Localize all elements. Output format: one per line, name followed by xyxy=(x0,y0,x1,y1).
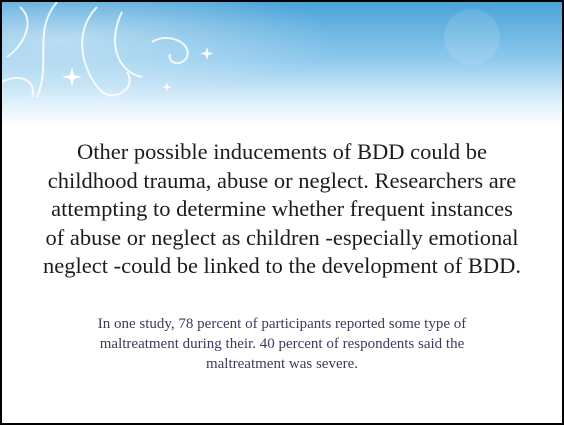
text-line: attempting to determine whether frequent… xyxy=(2,195,562,224)
slide: Other possible inducements of BDD could … xyxy=(2,2,562,423)
text-line: maltreatment during their. 40 percent of… xyxy=(2,334,562,354)
text-line: Other possible inducements of BDD could … xyxy=(2,138,562,167)
note-text: In one study, 78 percent of participants… xyxy=(2,314,562,374)
main-text: Other possible inducements of BDD could … xyxy=(2,138,562,281)
header-decoration xyxy=(2,2,562,127)
text-line: maltreatment was severe. xyxy=(2,354,562,374)
text-line: of abuse or neglect as children -especia… xyxy=(2,224,562,253)
text-line: In one study, 78 percent of participants… xyxy=(2,314,562,334)
text-line: neglect -could be linked to the developm… xyxy=(2,252,562,281)
page: {"slide": { "body": [ "Other possible in… xyxy=(0,0,564,425)
text-line: childhood trauma, abuse or neglect. Rese… xyxy=(2,167,562,196)
